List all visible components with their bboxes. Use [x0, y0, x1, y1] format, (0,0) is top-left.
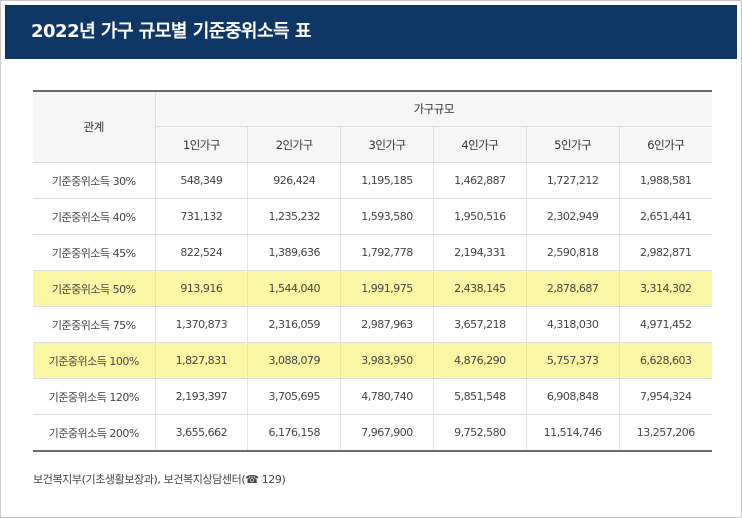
- table-header-row: 관계 가구규모: [33, 90, 712, 163]
- row-label: 기준중위소득 50%: [33, 270, 156, 307]
- relation-header: 관계: [33, 90, 156, 163]
- source-note: 보건복지부(기초생활보장과), 보건복지상담센터(☎ 129): [33, 471, 286, 487]
- table-cell: 3,314,302: [618, 270, 712, 307]
- table-cell: 7,954,324: [618, 378, 712, 415]
- table-cell: 1,195,185: [340, 162, 434, 199]
- table-cell: 3,655,662: [154, 414, 248, 452]
- household-size-header: 가구규모: [155, 90, 712, 127]
- table-cell: 1,370,873: [154, 306, 248, 343]
- table-cell: 3,088,079: [247, 342, 341, 379]
- table-cell: 4,971,452: [618, 306, 712, 343]
- table-cell: 2,878,687: [525, 270, 620, 307]
- table-cell: 926,424: [247, 162, 341, 199]
- table-row: 기준중위소득 40% 731,132 1,235,232 1,593,580 1,950…: [33, 198, 712, 235]
- column-header: 3인가구: [340, 126, 434, 163]
- table-cell: 13,257,206: [618, 414, 712, 452]
- table-cell: 2,316,059: [247, 306, 341, 343]
- table-cell: 1,462,887: [432, 162, 527, 199]
- column-header: 1인가구: [154, 126, 248, 163]
- table-cell: 1,950,516: [432, 198, 527, 235]
- table-cell: 1,544,040: [247, 270, 341, 307]
- row-label: 기준중위소득 100%: [33, 342, 156, 379]
- table-cell: 3,657,218: [432, 306, 527, 343]
- source-text: 보건복지부(기초생활보장과), 보건복지상담센터(: [33, 473, 246, 486]
- table-row: 기준중위소득 50% 913,916 1,544,040 1,991,975 2,438…: [33, 270, 712, 307]
- table-row: 기준중위소득 120% 2,193,397 3,705,695 4,780,740 5,…: [33, 378, 712, 415]
- table-cell: 5,851,548: [432, 378, 527, 415]
- table-cell: 2,651,441: [618, 198, 712, 235]
- table-cell: 822,524: [154, 234, 248, 271]
- table-cell: 2,987,963: [340, 306, 434, 343]
- table-cell: 1,988,581: [618, 162, 712, 199]
- table-row: 기준중위소득 45% 822,524 1,389,636 1,792,778 2,194…: [33, 234, 712, 271]
- table-cell: 1,235,232: [247, 198, 341, 235]
- row-label: 기준중위소득 120%: [33, 378, 156, 415]
- table-row: 기준중위소득 100% 1,827,831 3,088,079 3,983,950 4,…: [33, 342, 712, 379]
- table-cell: 913,916: [154, 270, 248, 307]
- phone-icon: ☎: [245, 473, 259, 486]
- median-income-table: 관계 가구규모 1인가구 2인가구 3인가구 4인가구 5인가구 6인가구 기준중위소득 …: [33, 90, 712, 452]
- table-cell: 6,176,158: [247, 414, 341, 452]
- table-cell: 3,705,695: [247, 378, 341, 415]
- row-label: 기준중위소득 30%: [33, 162, 156, 199]
- table-cell: 3,983,950: [340, 342, 434, 379]
- table-cell: 2,302,949: [525, 198, 620, 235]
- table-cell: 1,389,636: [247, 234, 341, 271]
- column-header: 4인가구: [432, 126, 527, 163]
- table-cell: 1,727,212: [525, 162, 620, 199]
- column-header: 6인가구: [618, 126, 712, 163]
- table-cell: 1,827,831: [154, 342, 248, 379]
- table-cell: 11,514,746: [525, 414, 620, 452]
- table-cell: 4,780,740: [340, 378, 434, 415]
- column-header: 5인가구: [525, 126, 620, 163]
- table-cell: 6,628,603: [618, 342, 712, 379]
- page-title: 2022년 가구 규모별 기준중위소득 표: [5, 5, 737, 59]
- row-label: 기준중위소득 45%: [33, 234, 156, 271]
- row-label: 기준중위소득 40%: [33, 198, 156, 235]
- table-row: 기준중위소득 200% 3,655,662 6,176,158 7,967,900 9,…: [33, 414, 712, 452]
- table-cell: 548,349: [154, 162, 248, 199]
- column-header: 2인가구: [247, 126, 341, 163]
- table-cell: 9,752,580: [432, 414, 527, 452]
- row-label: 기준중위소득 200%: [33, 414, 156, 452]
- table-row: 기준중위소득 75% 1,370,873 2,316,059 2,987,963 3,6…: [33, 306, 712, 343]
- table-cell: 2,590,818: [525, 234, 620, 271]
- table-cell: 731,132: [154, 198, 248, 235]
- row-label: 기준중위소득 75%: [33, 306, 156, 343]
- table-cell: 2,438,145: [432, 270, 527, 307]
- table-cell: 5,757,373: [525, 342, 620, 379]
- table-cell: 6,908,848: [525, 378, 620, 415]
- table-cell: 2,194,331: [432, 234, 527, 271]
- table-cell: 2,982,871: [618, 234, 712, 271]
- table-row: 기준중위소득 30% 548,349 926,424 1,195,185 1,462,8…: [33, 162, 712, 199]
- table-cell: 4,876,290: [432, 342, 527, 379]
- table-cell: 1,991,975: [340, 270, 434, 307]
- table-cell: 7,967,900: [340, 414, 434, 452]
- table-cell: 1,792,778: [340, 234, 434, 271]
- column-header-row: 1인가구 2인가구 3인가구 4인가구 5인가구 6인가구: [33, 126, 712, 163]
- table-cell: 2,193,397: [154, 378, 248, 415]
- source-phone-number: 129): [258, 473, 286, 486]
- table-cell: 1,593,580: [340, 198, 434, 235]
- table-body: 기준중위소득 30% 548,349 926,424 1,195,185 1,462,8…: [33, 162, 712, 452]
- table-cell: 4,318,030: [525, 306, 620, 343]
